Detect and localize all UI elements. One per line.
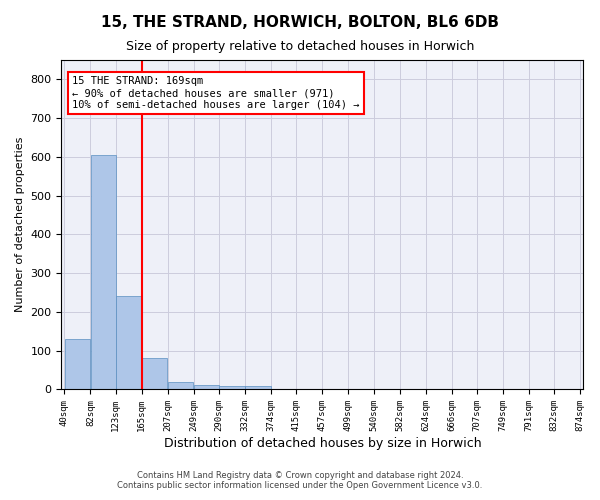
Y-axis label: Number of detached properties: Number of detached properties <box>15 137 25 312</box>
Bar <box>245 386 271 390</box>
Text: 15 THE STRAND: 169sqm
← 90% of detached houses are smaller (971)
10% of semi-det: 15 THE STRAND: 169sqm ← 90% of detached … <box>72 76 359 110</box>
Bar <box>220 386 245 390</box>
Bar <box>168 382 193 390</box>
Text: Size of property relative to detached houses in Horwich: Size of property relative to detached ho… <box>126 40 474 53</box>
Text: 15, THE STRAND, HORWICH, BOLTON, BL6 6DB: 15, THE STRAND, HORWICH, BOLTON, BL6 6DB <box>101 15 499 30</box>
Bar <box>194 385 219 390</box>
Text: Contains HM Land Registry data © Crown copyright and database right 2024.
Contai: Contains HM Land Registry data © Crown c… <box>118 470 482 490</box>
X-axis label: Distribution of detached houses by size in Horwich: Distribution of detached houses by size … <box>164 437 481 450</box>
Bar <box>91 155 116 390</box>
Bar <box>116 296 142 390</box>
Bar <box>65 339 90 390</box>
Bar <box>142 358 167 390</box>
